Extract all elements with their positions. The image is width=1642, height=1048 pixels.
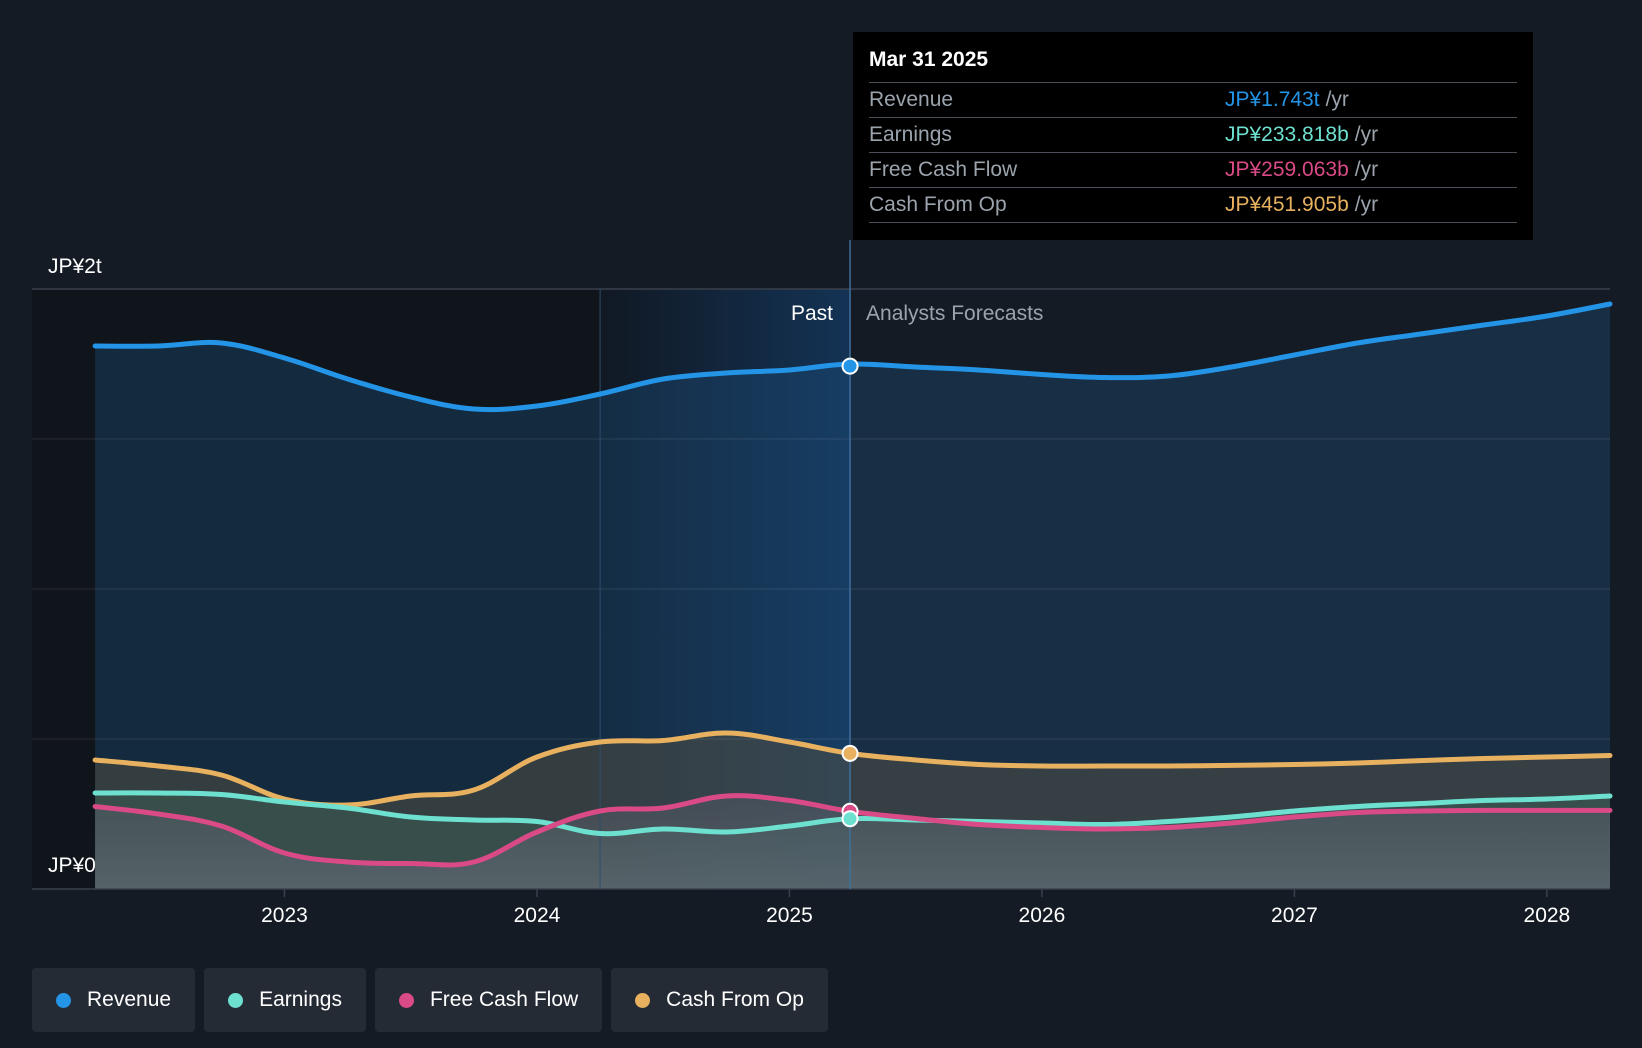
highlight-region (600, 289, 851, 889)
legend-label: Cash From Op (666, 988, 804, 1011)
tooltip-date: Mar 31 2025 (869, 46, 1517, 83)
revenue-area (95, 304, 1611, 889)
tooltip-row-cash-from-op: Cash From Op JP¥451.905b /yr (869, 188, 1517, 223)
tooltip-row-free-cash-flow: Free Cash Flow JP¥259.063b /yr (869, 153, 1517, 188)
free-cash-flow-area (95, 795, 1611, 889)
tooltip-value-cash-from-op: JP¥451.905b (1225, 193, 1349, 216)
legend: Revenue Earnings Free Cash Flow Cash Fro… (32, 968, 828, 1032)
tooltip-label: Earnings (869, 123, 952, 146)
x-tick-label: 2027 (1271, 904, 1318, 927)
forecast-label: Analysts Forecasts (866, 302, 1043, 325)
free-cash-flow-dot-icon (398, 992, 414, 1008)
tooltip-label: Cash From Op (869, 193, 1007, 216)
tooltip-unit: /yr (1354, 123, 1379, 146)
cash-from-op-dot-icon (635, 992, 651, 1008)
y-tick-label-bottom: JP¥0 (48, 854, 96, 877)
cash-from-op-marker (841, 744, 859, 762)
earnings-dot-icon (228, 992, 244, 1008)
revenue-dot-icon (56, 992, 71, 1008)
y-tick-label-top: JP¥2t (48, 255, 102, 278)
x-tick-label: 2024 (514, 904, 561, 927)
legend-label: Earnings (259, 988, 342, 1011)
x-tick-label: 2026 (1019, 904, 1066, 927)
tooltip-value-revenue: JP¥1.743t (1225, 88, 1320, 111)
tooltip-value-free-cash-flow: JP¥259.063b (1225, 158, 1349, 181)
legend-item-revenue[interactable]: Revenue (32, 968, 196, 1032)
tooltip-row-earnings: Earnings JP¥233.818b /yr (869, 118, 1517, 153)
tooltip-unit: /yr (1354, 158, 1379, 181)
tooltip-value-earnings: JP¥233.818b (1225, 123, 1349, 146)
free-cash-flow-line (92, 793, 1613, 868)
x-tick-label: 2025 (766, 904, 813, 927)
x-tick-label: 2028 (1524, 904, 1571, 927)
legend-label: Revenue (87, 988, 172, 1011)
legend-label: Free Cash Flow (429, 988, 579, 1011)
legend-item-earnings[interactable]: Earnings (204, 968, 366, 1032)
tooltip-unit: /yr (1354, 193, 1379, 216)
cash-from-op-line (92, 730, 1613, 808)
tooltip-label: Free Cash Flow (869, 158, 1018, 181)
tooltip-row-revenue: Revenue JP¥1.743t /yr (869, 83, 1517, 118)
legend-item-free-cash-flow[interactable]: Free Cash Flow (374, 968, 603, 1032)
x-tick-label: 2023 (261, 904, 308, 927)
tooltip: Mar 31 2025 Revenue JP¥1.743t /yr Earnin… (853, 32, 1533, 240)
past-label: Past (791, 302, 833, 325)
tooltip-unit: /yr (1325, 88, 1349, 111)
legend-item-cash-from-op[interactable]: Cash From Op (611, 968, 828, 1032)
tooltip-label: Revenue (869, 88, 954, 111)
earnings-marker (841, 810, 859, 828)
revenue-marker (841, 357, 859, 375)
